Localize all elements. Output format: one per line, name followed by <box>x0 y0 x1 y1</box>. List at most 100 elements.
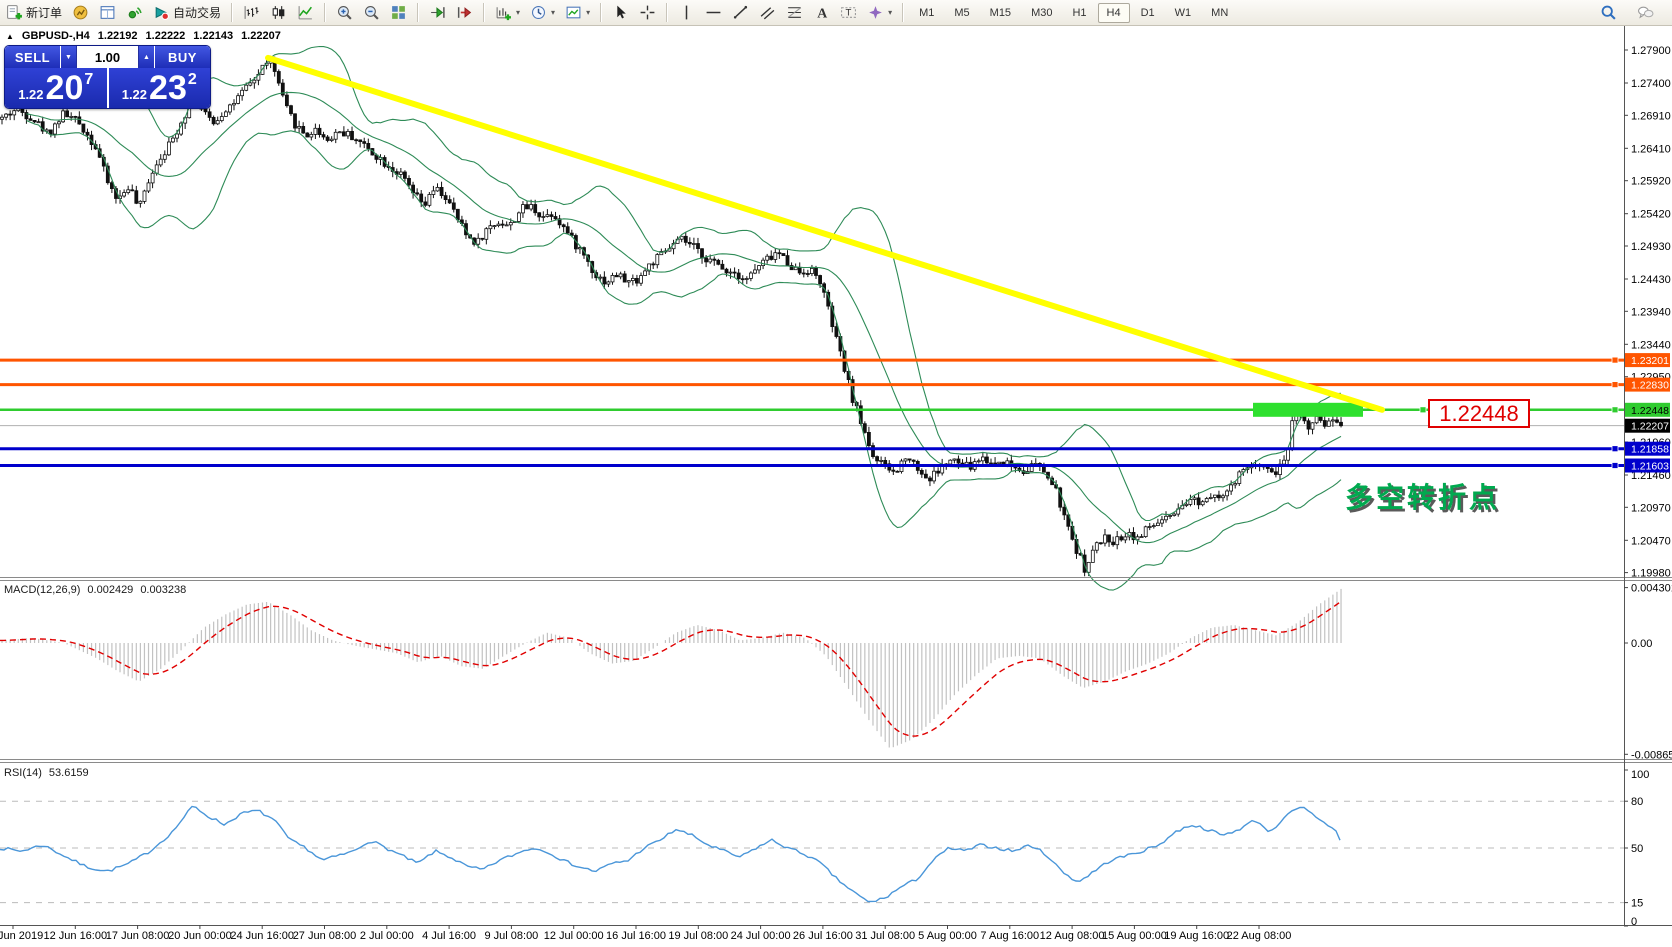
svg-text:17 Jun 08:00: 17 Jun 08:00 <box>106 930 170 942</box>
data-window-button[interactable] <box>95 2 120 23</box>
sell-price-prefix: 1.22 <box>18 86 44 102</box>
zoom-in-button[interactable] <box>332 2 357 23</box>
clock-icon <box>532 6 546 19</box>
chat-button[interactable] <box>1633 2 1658 23</box>
line-chart-mode-button[interactable] <box>293 2 318 23</box>
chevron-down-icon: ▾ <box>586 8 591 17</box>
toolbar-separator <box>324 3 327 22</box>
timeframe-m5-button[interactable]: M5 <box>954 6 970 19</box>
toolbar-separator <box>417 3 420 22</box>
timeframe-m1-button[interactable]: M1 <box>919 6 935 19</box>
zoom-out-icon <box>365 6 379 20</box>
buy-button-label: BUY <box>168 49 197 65</box>
navigator-icon <box>128 7 142 19</box>
price-axis[interactable]: 1.27900 1.27400 1.26910 1.26410 1.25920 1.254… <box>1624 45 1671 580</box>
macd-main-value: 0.002429 <box>87 584 134 596</box>
svg-text:5 Aug 00:00: 5 Aug 00:00 <box>918 930 977 942</box>
sell-button[interactable]: SELL <box>5 46 60 68</box>
sell-price-pipette: 7 <box>84 71 94 88</box>
market-watch-button[interactable] <box>68 2 93 23</box>
collapse-panel-icon[interactable]: ▲ <box>6 31 14 41</box>
template-selector-button[interactable]: ▾ <box>561 2 594 23</box>
timeframe-w1-button[interactable]: W1 <box>1174 6 1192 19</box>
svg-text:1.25420: 1.25420 <box>1631 209 1671 221</box>
buy-price-display[interactable]: 1.22 23 2 <box>109 68 211 108</box>
arrows-tool-button[interactable]: ▾ <box>863 2 896 23</box>
svg-text:24 Jul 00:00: 24 Jul 00:00 <box>731 930 791 942</box>
candlestick-mode-button[interactable] <box>266 2 291 23</box>
buy-button[interactable]: BUY <box>155 46 210 68</box>
sell-price-display[interactable]: 1.22 20 7 <box>5 68 107 108</box>
zoom-out-button[interactable] <box>359 2 384 23</box>
bar-chart-mode-button[interactable] <box>239 2 264 23</box>
svg-text:50: 50 <box>1631 843 1643 855</box>
toolbar-items: 新订单 自动交易 ▾ ▾ ▾ A T ▾ M1 M5 M15 M30 H1 H4 D1 W1 MN <box>2 2 1237 23</box>
timeframe-h4-button[interactable]: H4 <box>1097 2 1130 23</box>
volume-decrease-button[interactable]: ▼ <box>61 46 76 68</box>
line-chart-icon <box>298 6 313 20</box>
buy-price-pipette: 2 <box>187 71 197 88</box>
svg-text:100: 100 <box>1631 769 1649 781</box>
label-tool-button[interactable]: T <box>836 2 861 23</box>
svg-text:1.27900: 1.27900 <box>1631 45 1671 57</box>
one-click-trading-panel: SELL ▼ 1.00 ▲ BUY 1.22 20 7 1.22 23 2 <box>4 45 211 109</box>
zoom-in-icon <box>338 6 352 20</box>
timeframe-mn-button[interactable]: MN <box>1211 6 1229 19</box>
line-handles[interactable] <box>1419 356 1619 469</box>
new-chart-icon <box>496 7 511 21</box>
timeframe-m30-button[interactable]: M30 <box>1031 6 1053 19</box>
fibo-icon <box>787 7 802 18</box>
chart-shift-button[interactable] <box>452 2 477 23</box>
cursor-icon <box>617 5 626 19</box>
volume-increase-button[interactable]: ▲ <box>139 46 154 68</box>
svg-text:1.21603: 1.21603 <box>1631 461 1669 473</box>
buy-price-big: 23 <box>149 69 187 107</box>
chevron-down-icon: ▾ <box>888 8 893 17</box>
navigator-button[interactable] <box>122 2 147 23</box>
turning-point-note[interactable]: 多空转折点 <box>1345 482 1501 513</box>
timeframe-h1-button[interactable]: H1 <box>1072 6 1087 19</box>
channel-tool-button[interactable] <box>755 2 780 23</box>
chat-icon <box>1638 6 1654 19</box>
svg-text:1.23440: 1.23440 <box>1631 339 1671 351</box>
svg-text:12 Aug 08:00: 12 Aug 08:00 <box>1040 930 1105 942</box>
search-button[interactable] <box>1596 2 1621 23</box>
period-selector-button[interactable]: ▾ <box>526 2 559 23</box>
rsi-label: RSI(14) 53.6159 <box>4 767 89 779</box>
vline-tool-button[interactable] <box>674 2 699 23</box>
svg-text:1.20470: 1.20470 <box>1631 535 1671 547</box>
auto-scroll-button[interactable] <box>425 2 450 23</box>
new-chart-button[interactable]: ▾ <box>491 2 524 23</box>
hline-tool-button[interactable] <box>701 2 726 23</box>
svg-text:4 Jul 16:00: 4 Jul 16:00 <box>422 930 476 942</box>
fibonacci-tool-button[interactable] <box>782 2 807 23</box>
trendline-tool-button[interactable] <box>728 2 753 23</box>
autotrading-button[interactable]: 自动交易 <box>149 2 225 23</box>
text-tool-button[interactable]: A <box>809 2 834 23</box>
green-zone-rect[interactable] <box>1253 402 1363 417</box>
price-callout-box[interactable]: 1.22448 <box>1428 399 1530 428</box>
timeframe-m15-button[interactable]: M15 <box>989 6 1012 19</box>
svg-text:16 Jul 16:00: 16 Jul 16:00 <box>606 930 666 942</box>
rsi-axis[interactable]: 100 80 50 15 0 <box>1624 769 1649 928</box>
cursor-tool-button[interactable] <box>608 2 633 23</box>
svg-text:T: T <box>846 8 852 19</box>
horizontal-price-lines[interactable] <box>0 358 1624 467</box>
svg-text:27 Jun 08:00: 27 Jun 08:00 <box>293 930 357 942</box>
toolbar-right <box>1596 2 1670 23</box>
new-order-button[interactable]: 新订单 <box>2 2 66 23</box>
crosshair-tool-button[interactable] <box>635 2 660 23</box>
yellow-trendline[interactable] <box>265 54 1385 413</box>
sell-price-big: 20 <box>45 69 84 107</box>
svg-text:1.19980: 1.19980 <box>1631 568 1671 580</box>
svg-text:1.22830: 1.22830 <box>1631 380 1669 392</box>
tile-windows-button[interactable] <box>386 2 411 23</box>
volume-input[interactable]: 1.00 <box>76 46 139 68</box>
timeframe-d1-button[interactable]: D1 <box>1140 6 1155 19</box>
chevron-down-icon: ▾ <box>551 8 556 17</box>
auto-scroll-icon <box>431 7 445 18</box>
